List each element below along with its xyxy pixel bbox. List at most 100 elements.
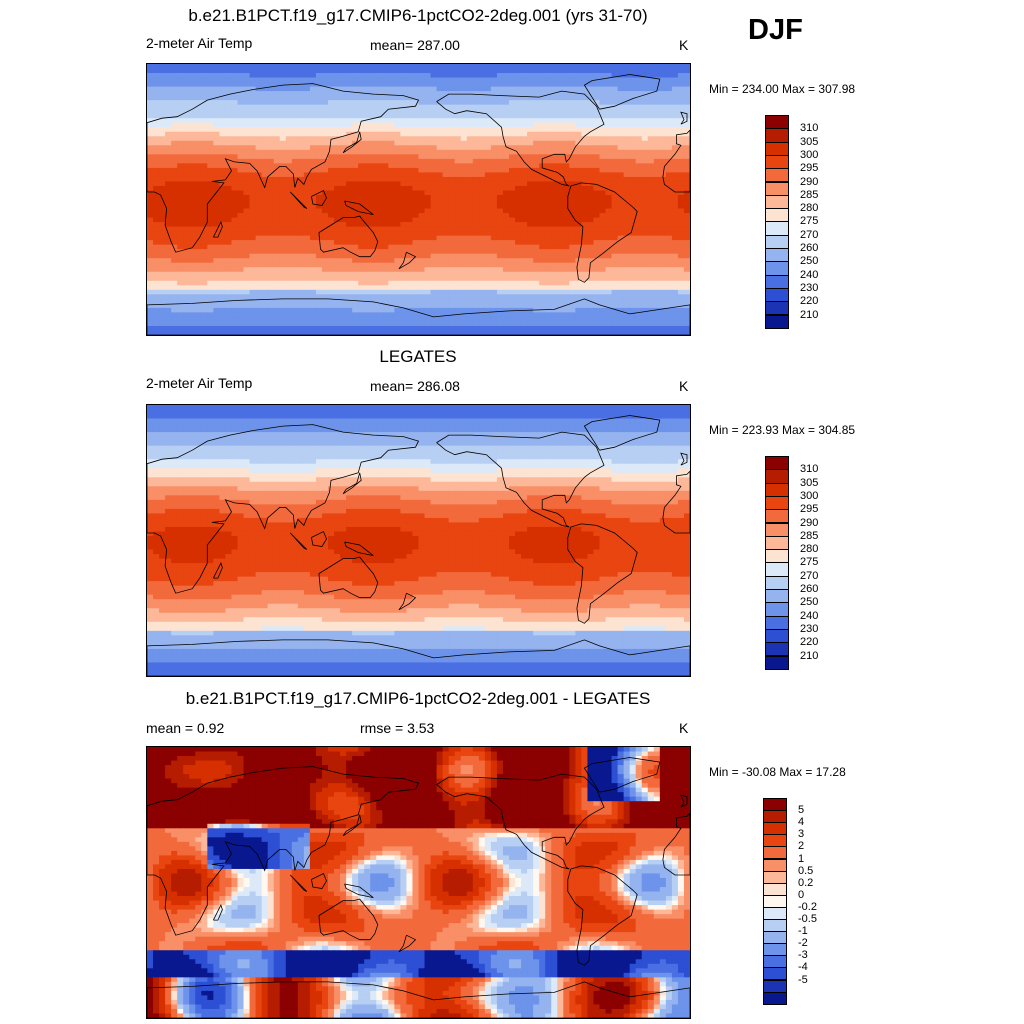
colorbar-label: -1 [798,925,808,938]
coastline [567,182,638,283]
coastline [290,191,308,209]
panel3-title: b.e21.B1PCT.f19_g17.CMIP6-1pctCO2-2deg.0… [185,689,651,708]
coastline [567,865,638,966]
colorbar-label: 0 [798,888,805,901]
coastline [583,757,661,793]
coastline [436,90,605,187]
colorbar-box [765,469,789,484]
colorbar-label: 4 [798,816,805,829]
colorbar-box [765,628,789,644]
colorbar-box [765,456,789,471]
colorbar-label: 260 [800,583,819,595]
colorbar-label: 240 [800,268,819,281]
colorbar-label: -2 [798,937,808,950]
colorbar-label: 285 [800,529,819,542]
colorbar-box [765,274,789,289]
colorbar-box [765,168,789,183]
colorbar-label: 0.2 [798,876,814,889]
coastline [344,883,374,898]
coastline [436,431,605,528]
colorbar-label: 220 [800,295,819,308]
colorbar-label: 305 [800,135,819,148]
colorbar-box [765,261,789,276]
panel3-units: K [679,720,689,736]
coastline [662,129,690,193]
coastline [398,251,417,270]
coastline [680,111,688,125]
coastline [342,472,362,495]
colorbar-label: 300 [800,489,819,502]
panel3-mean: mean = 0.92 [146,720,225,736]
colorbar-box [765,562,789,577]
panel2-map [146,404,691,677]
season-label: DJF [748,14,803,46]
panel1-map [146,63,691,336]
colorbar-label: 0.5 [798,864,814,877]
colorbar-label: 230 [800,622,819,635]
coastline [318,556,379,599]
colorbar-box [765,115,789,130]
coastline [583,74,661,110]
coastline [344,200,374,215]
colorbar-label: 305 [800,476,819,489]
colorbar-box [765,615,789,630]
panel1-minmax: Min = 234.00 Max = 307.98 [709,82,856,96]
colorbar-box [765,549,789,564]
coastline [147,298,690,335]
coastline [398,934,417,953]
panel2-title: LEGATES [379,347,457,366]
colorbar-label: 250 [800,255,819,268]
panel1-variable: 2-meter Air Temp [146,35,253,51]
coastline [311,872,327,889]
panel1-title: b.e21.B1PCT.f19_g17.CMIP6-1pctCO2-2deg.0… [188,6,648,25]
coastline [567,523,638,624]
colorbar-box [765,154,789,170]
colorbar-label: 300 [800,148,819,161]
colorbar-box [765,522,789,537]
colorbar-label: 270 [800,228,819,241]
colorbar-label: 295 [800,162,819,175]
colorbar-label: 295 [800,503,819,516]
panel3-minmax: Min = -30.08 Max = 17.28 [709,765,846,779]
coastline [662,470,690,534]
panel2-minmax: Min = 223.93 Max = 304.85 [709,423,856,437]
colorbar-box [765,234,789,249]
colorbar-label: 2 [798,840,805,853]
coastline [147,83,420,253]
coastline [680,452,688,466]
colorbar-box [765,141,789,156]
colorbar-label: 270 [800,569,819,582]
colorbar-box [765,221,789,236]
colorbar-label: 310 [800,122,819,135]
colorbar-label: 250 [800,596,819,609]
coastline [147,424,420,594]
colorbar-label: 220 [800,636,819,649]
coastline [398,592,417,611]
colorbar-label: -5 [798,973,808,986]
colorbar-box [765,208,789,223]
colorbar-label: 290 [800,516,819,529]
panel1-mean: mean= 287.00 [370,37,460,53]
coastline [213,221,223,238]
coastline [662,812,690,876]
coastline [436,773,605,870]
coastline [213,562,223,579]
colorbar-label: 280 [800,202,819,215]
colorbar-label: 5 [798,804,805,817]
colorbar-label: -0.5 [798,913,817,925]
coastline [342,131,362,154]
colorbar-label: 260 [800,242,819,254]
coastline [311,189,327,206]
colorbar-label: 310 [800,463,819,476]
colorbar-box [765,287,789,303]
coastline [311,530,327,547]
coastline [583,415,661,451]
colorbar-label: 210 [800,308,819,321]
colorbar-label: -0.2 [798,900,817,913]
colorbar-box [765,589,789,604]
panel2-variable: 2-meter Air Temp [146,375,253,391]
colorbar-label: 275 [800,556,819,569]
coastline [147,981,690,1018]
panel3-rmse: rmse = 3.53 [360,720,435,736]
colorbar-label: 240 [800,609,819,622]
